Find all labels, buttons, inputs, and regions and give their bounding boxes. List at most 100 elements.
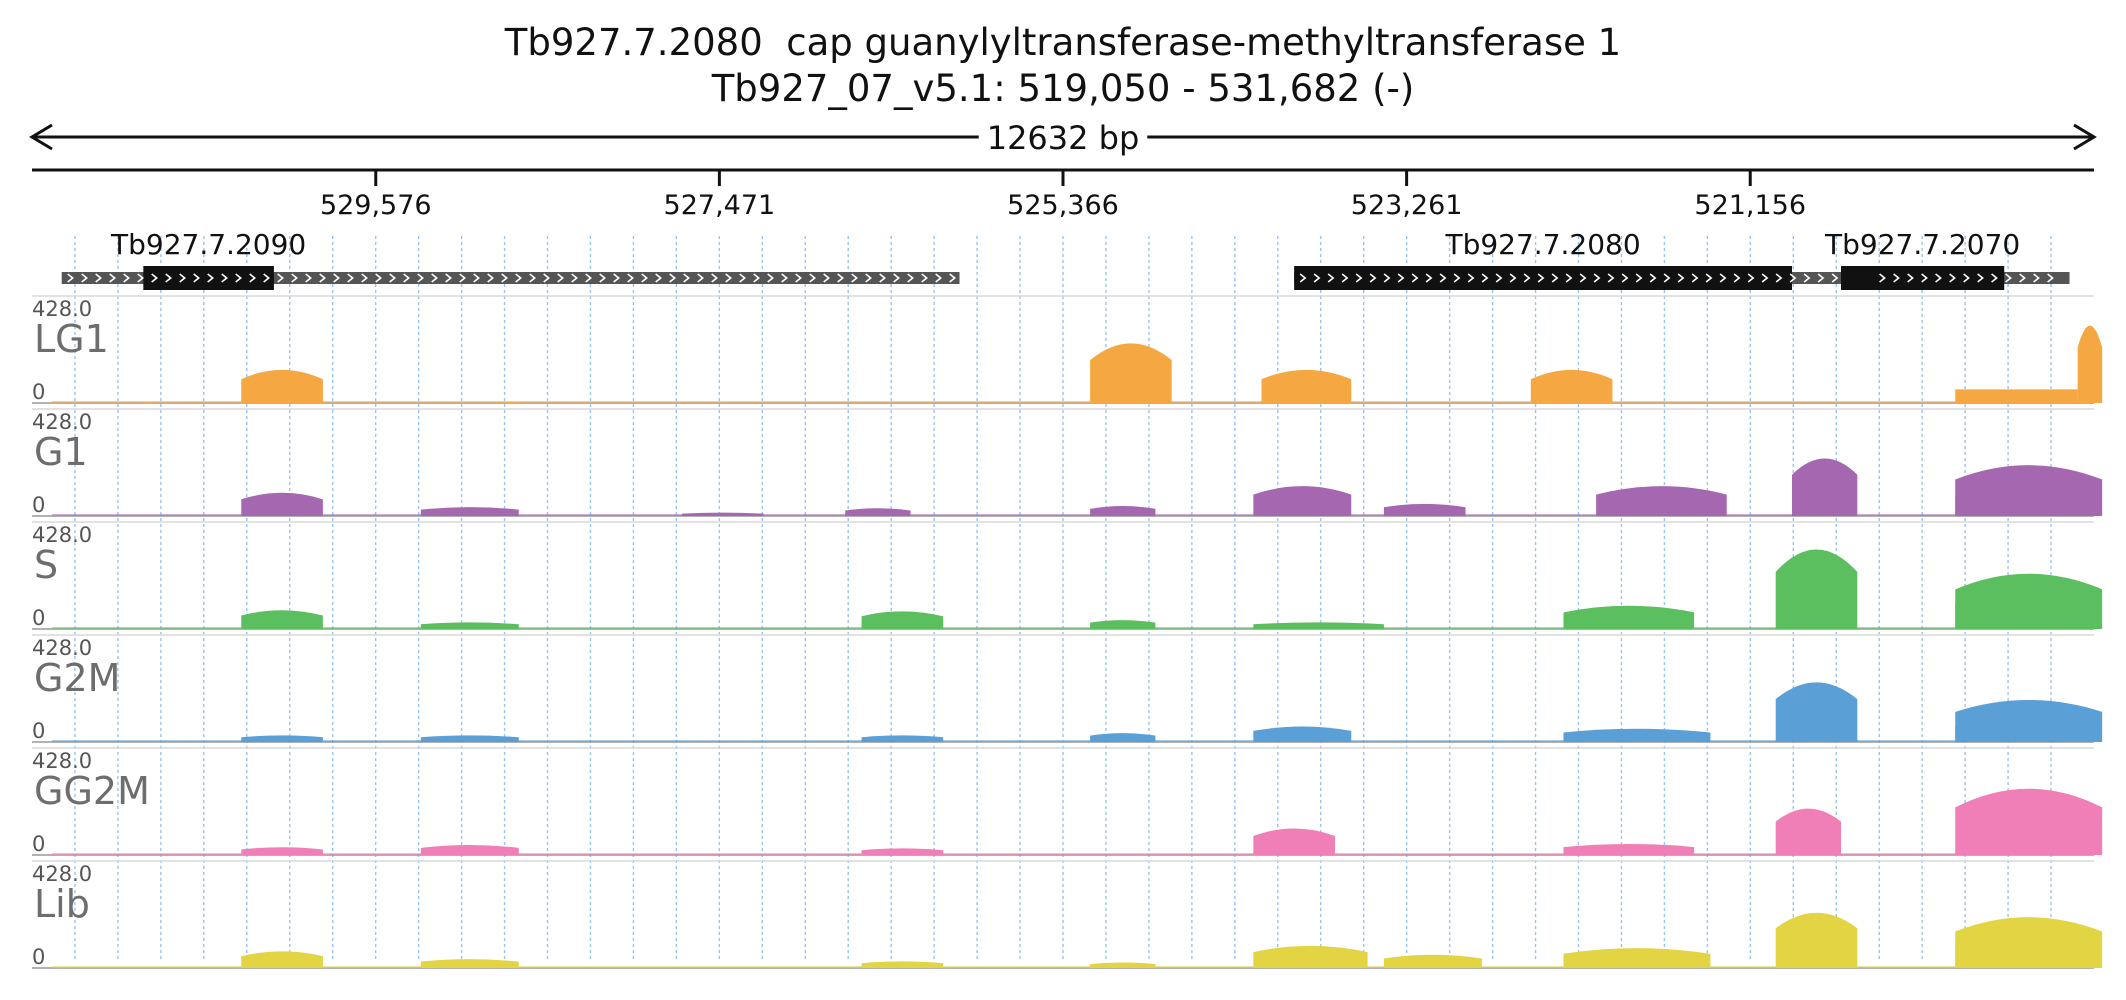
strand-chevron-icon: [249, 273, 256, 283]
strand-chevron-icon: [1831, 273, 1839, 283]
y-max-label: 428.0: [32, 523, 92, 547]
strand-chevron-icon: [669, 273, 676, 283]
coverage-track-lib: 428.0 0 Lib: [32, 860, 2103, 969]
strand-chevron-icon: [1963, 273, 1970, 283]
coverage-baseline-signal: [52, 627, 2074, 629]
gene-label: Tb927.7.2080: [1444, 228, 1640, 261]
strand-chevron-icon: [739, 273, 746, 283]
gene-utr: [61, 272, 960, 284]
strand-chevron-icon: [585, 273, 592, 283]
strand-chevron-icon: [613, 273, 620, 283]
strand-chevron-icon: [935, 273, 942, 283]
strand-chevron-icon: [1397, 273, 1405, 283]
strand-chevron-icon: [1509, 273, 1517, 283]
strand-chevron-icon: [1551, 273, 1559, 283]
coverage-peak: [1383, 503, 1466, 516]
strand-chevron-icon: [1949, 273, 1956, 283]
strand-chevron-icon: [837, 273, 844, 283]
gene-track: Tb927.7.2090 Tb927.7.2080 Tb927.7.2070: [61, 228, 2070, 290]
strand-chevron-icon: [2005, 273, 2012, 283]
strand-chevron-icon: [1991, 273, 1998, 283]
strand-chevron-icon: [1893, 273, 1900, 283]
span-indicator: 12632 bp: [29, 119, 2097, 157]
coverage-peak: [1775, 549, 1858, 629]
title-line-1: Tb927.7.2080 cap guanylyltransferase-met…: [504, 21, 1622, 64]
strand-chevron-icon: [1803, 273, 1811, 283]
strand-chevron-icon: [459, 273, 466, 283]
coverage-peak: [1530, 369, 1613, 403]
gene-label: Tb927.7.2070: [1824, 228, 2020, 261]
strand-chevron-icon: [1537, 273, 1545, 283]
span-arrow-right-icon: [2073, 123, 2097, 151]
strand-chevron-icon: [487, 273, 494, 283]
strand-chevron-icon: [1663, 273, 1671, 283]
strand-chevron-icon: [165, 273, 172, 283]
strand-chevron-icon: [1921, 273, 1928, 283]
strand-chevron-icon: [1677, 273, 1685, 283]
coverage-track-s: 428.0 0 S: [32, 521, 2103, 630]
coverage-peak: [1253, 726, 1352, 742]
strand-chevron-icon: [1761, 273, 1769, 283]
strand-chevron-icon: [1313, 273, 1321, 283]
strand-chevron-icon: [1439, 273, 1447, 283]
coverage-peak: [420, 845, 519, 855]
coverage-peak: [420, 507, 519, 516]
axis-tick-label: 521,156: [1694, 190, 1806, 221]
coverage-peak: [1253, 945, 1368, 968]
track-name: LG1: [34, 317, 109, 361]
coverage-baseline-signal: [52, 740, 2074, 742]
strand-chevron-icon: [263, 273, 270, 283]
coverage-peak: [241, 492, 323, 516]
coverage-peak: [1253, 828, 1335, 855]
coverage-baseline-signal: [52, 853, 2074, 855]
strand-chevron-icon: [2033, 273, 2040, 283]
strand-chevron-icon: [865, 273, 872, 283]
coverage-peak: [1955, 917, 2103, 968]
strand-chevron-icon: [1691, 273, 1699, 283]
strand-chevron-icon: [753, 273, 760, 283]
gene-cds: [1840, 266, 2005, 290]
gene-model[interactable]: Tb927.7.2090: [61, 228, 960, 290]
strand-chevron-icon: [81, 273, 88, 283]
coverage-peak: [1563, 728, 1711, 742]
title-line-2: Tb927_07_v5.1: 519,050 - 531,682 (-): [711, 67, 1415, 110]
strand-chevron-icon: [543, 273, 550, 283]
strand-chevron-icon: [1579, 273, 1587, 283]
track-name: S: [34, 543, 58, 587]
coverage-peak: [1090, 620, 1156, 629]
coverage-track-gg2m: 428.0 0 GG2M: [32, 747, 2103, 856]
coverage-peak: [1563, 843, 1695, 855]
span-arrow-left-icon: [29, 123, 53, 151]
coverage-track-lg1: 428.0 0 LG1: [32, 295, 2103, 404]
strand-chevron-icon: [851, 273, 858, 283]
strand-chevron-icon: [375, 273, 382, 283]
strand-chevron-icon: [221, 273, 228, 283]
coverage-peak: [241, 369, 323, 403]
strand-chevron-icon: [809, 273, 816, 283]
strand-chevron-icon: [123, 273, 130, 283]
strand-chevron-icon: [1523, 273, 1531, 283]
gene-model[interactable]: Tb927.7.2070: [1824, 228, 2070, 290]
strand-chevron-icon: [1453, 273, 1461, 283]
strand-chevron-icon: [1565, 273, 1573, 283]
y-max-label: 428.0: [32, 410, 92, 434]
strand-chevron-icon: [1383, 273, 1391, 283]
y-min-label: 0: [32, 493, 45, 517]
track-name: G1: [34, 430, 88, 474]
coverage-peak: [1955, 788, 2103, 855]
strand-chevron-icon: [67, 273, 74, 283]
coverage-peak: [1596, 486, 1727, 516]
strand-chevron-icon: [137, 273, 144, 283]
strand-chevron-icon: [627, 273, 634, 283]
strand-chevron-icon: [1495, 273, 1503, 283]
span-label: 12632 bp: [987, 119, 1140, 157]
strand-chevron-icon: [1817, 273, 1825, 283]
y-min-label: 0: [32, 832, 45, 856]
coverage-peak: [1775, 682, 1858, 742]
strand-chevron-icon: [431, 273, 438, 283]
strand-chevron-icon: [1369, 273, 1377, 283]
axis-tick-label: 527,471: [664, 190, 776, 221]
gene-model[interactable]: Tb927.7.2080: [1294, 228, 1956, 290]
strand-chevron-icon: [207, 273, 214, 283]
